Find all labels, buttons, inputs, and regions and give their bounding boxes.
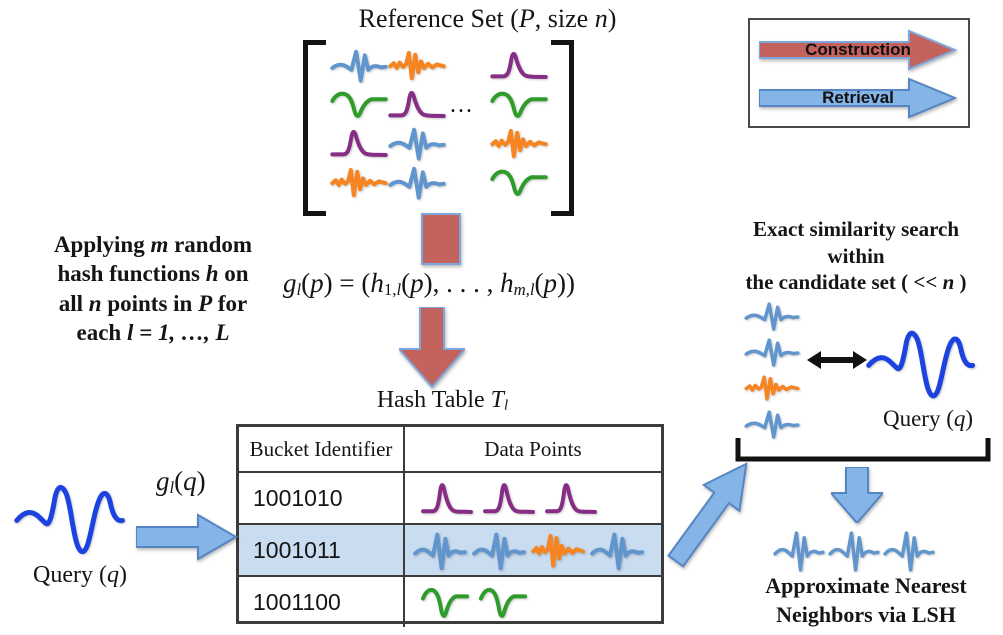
bucket-id-cell: 1001011: [239, 525, 405, 575]
reference-waveform: [330, 164, 388, 200]
retrieval-right-arrow-icon: [136, 513, 238, 561]
ecg-waveform-icon: [744, 408, 800, 439]
query-hash-label: gl(q): [156, 466, 206, 498]
reference-waveform: [388, 164, 446, 200]
hash-table-title: Hash Table Tl: [376, 387, 509, 414]
greenwave-waveform-icon: [479, 581, 527, 623]
annotation-line: all n points in P for: [58, 290, 248, 316]
ecg-waveform-icon: [744, 300, 800, 331]
hash-function-formula: gl(p) = (h1,l(p), . . . , hm,l(p)): [283, 268, 576, 300]
construction-label: Construction: [805, 40, 911, 59]
noisy-waveform-icon: [744, 372, 800, 403]
reference-waveform: [330, 86, 388, 122]
candidate-set-bracket: [735, 438, 991, 462]
construction-down-arrow-icon: [399, 307, 465, 389]
ann-result-waveforms: [773, 527, 935, 573]
similarity-double-arrow-icon: [807, 351, 867, 369]
greenwave-waveform-icon: [490, 164, 548, 200]
table-row-matched-bucket: 1001011: [239, 523, 661, 575]
retrieval-arrow-icon: [759, 77, 957, 119]
ann-label-line: Approximate Nearest: [765, 573, 967, 598]
greenwave-waveform-icon: [330, 86, 388, 122]
bucket-id-cell: 1001010: [239, 473, 405, 523]
reference-waveform: [330, 125, 388, 161]
ann-label-line: Neighbors via LSH: [776, 601, 956, 627]
hashing-annotation: Applying m random hash functions h on al…: [10, 230, 296, 348]
querybold-waveform-icon: [12, 476, 132, 562]
hash-table: Bucket Identifier Data Points 1001010 10…: [236, 424, 664, 627]
reference-waveform: [490, 86, 548, 122]
ecg-waveform-icon: [413, 529, 467, 571]
ann-label: Approximate Nearest Neighbors via LSH: [735, 572, 997, 629]
peak-waveform-icon: [490, 47, 548, 83]
ecg-waveform-icon: [330, 47, 388, 83]
query-waveform: [12, 476, 132, 562]
table-row: 1001010: [239, 471, 661, 523]
reference-waveform: [330, 47, 388, 83]
ecg-waveform-icon: [472, 529, 526, 571]
construction-arrow-icon: [759, 29, 957, 71]
querybold-waveform-icon: [864, 322, 982, 406]
reference-waveform: [388, 125, 446, 161]
query-label: Query (q): [33, 562, 127, 588]
noisy-waveform-icon: [531, 529, 585, 571]
reference-set-title: Reference Set (P, size n): [358, 4, 617, 33]
greenwave-waveform-icon: [490, 86, 548, 122]
peak-waveform-icon: [421, 477, 473, 519]
ecg-waveform-icon: [388, 164, 446, 200]
bucket-id-cell: 1001100: [239, 577, 405, 627]
data-points-cell: [405, 577, 661, 627]
annotation-line: each l = 1, …, L: [76, 320, 230, 346]
ellipsis: ...: [450, 92, 474, 118]
retrieval-diagonal-arrow-icon: [667, 462, 748, 568]
peak-waveform-icon: [545, 477, 597, 519]
ecg-waveform-icon: [883, 527, 935, 573]
noisy-waveform-icon: [330, 164, 388, 200]
annotation-line: Applying m random: [53, 232, 253, 257]
ecg-waveform-icon: [590, 529, 644, 571]
ecg-waveform-icon: [773, 527, 825, 573]
retrieval-down-arrow-icon: [831, 467, 883, 523]
reference-waveform: [388, 47, 446, 83]
reference-waveform: [490, 125, 548, 161]
reference-waveform: [490, 164, 548, 200]
reference-set-bracket-right: [551, 40, 574, 216]
column-header-bucket-identifier: Bucket Identifier: [239, 427, 405, 471]
table-header-row: Bucket Identifier Data Points: [239, 427, 661, 471]
data-points-cell: [405, 525, 661, 575]
title-line: within: [827, 243, 885, 268]
reference-waveform-grid: [330, 46, 548, 204]
data-points-cell: [405, 473, 661, 523]
reference-set-bracket-left: [303, 40, 326, 216]
noisy-waveform-icon: [388, 47, 446, 83]
noisy-waveform-icon: [490, 125, 548, 161]
exact-search-title: Exact similarity search within the candi…: [710, 216, 1002, 296]
title-line: Exact similarity search: [752, 217, 960, 241]
greenwave-waveform-icon: [421, 581, 469, 623]
peak-waveform-icon: [330, 125, 388, 161]
annotation-line: hash functions h on: [57, 261, 249, 287]
ecg-waveform-icon: [744, 336, 800, 367]
construction-arrow-segment: [421, 213, 461, 265]
reference-waveform: [490, 47, 548, 83]
peak-waveform-icon: [388, 86, 446, 122]
title-line: the candidate set ( << n ): [745, 270, 967, 295]
peak-waveform-icon: [483, 477, 535, 519]
legend-box: Construction Retrieval: [748, 18, 970, 128]
ecg-waveform-icon: [388, 125, 446, 161]
candidate-query-label: Query (q): [882, 406, 974, 431]
retrieval-label: Retrieval: [822, 88, 894, 107]
ecg-waveform-icon: [828, 527, 880, 573]
candidate-query-waveform: [864, 322, 982, 406]
reference-waveform: [388, 86, 446, 122]
table-row: 1001100: [239, 575, 661, 627]
column-header-data-points: Data Points: [484, 436, 582, 461]
candidate-waveform-stack: [744, 300, 804, 439]
